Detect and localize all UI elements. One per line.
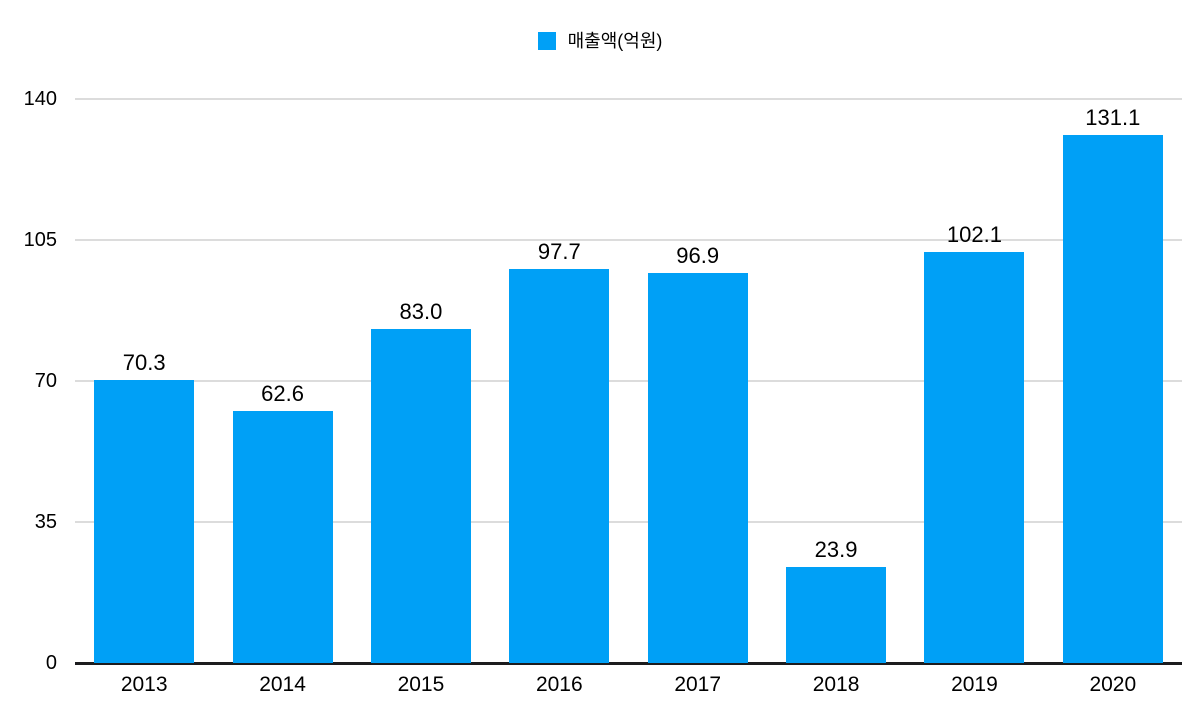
bar-value-label: 70.3 (122, 349, 166, 375)
x-axis-category-label: 2018 (812, 673, 860, 696)
bar-value-label: 131.1 (1085, 104, 1141, 130)
bar-value-label: 83.0 (399, 298, 443, 324)
y-axis-tick-label: 0 (45, 652, 57, 674)
gridline (75, 380, 1182, 382)
chart-legend[interactable]: 매출액(억원) (0, 31, 1200, 51)
y-axis-tick-label: 35 (34, 511, 57, 533)
bar-value-label: 97.7 (537, 239, 581, 265)
bar-2014[interactable] (232, 410, 333, 663)
gridline (75, 239, 1182, 241)
bar-2019[interactable] (924, 251, 1025, 663)
x-axis-category-label: 2013 (120, 673, 168, 696)
bar-value-label: 96.9 (676, 242, 720, 268)
y-axis-tick-label: 70 (34, 370, 57, 392)
gridline (75, 98, 1182, 100)
gridline (75, 521, 1182, 523)
y-axis-tick-label: 105 (23, 229, 57, 251)
legend-swatch-icon (537, 32, 556, 50)
bar-value-label: 23.9 (814, 536, 858, 562)
x-axis-category-label: 2016 (535, 673, 583, 696)
legend-label: 매출액(억원) (567, 31, 663, 51)
x-axis-line (75, 661, 1182, 665)
bar-2020[interactable] (1062, 134, 1163, 663)
bar-2016[interactable] (509, 269, 610, 663)
x-axis-category-label: 2017 (674, 673, 722, 696)
x-axis-category-label: 2015 (397, 673, 445, 696)
plot-area: 0 35 70 105 140 70.3 2013 62.6 2014 83.0 2015 97.7 2… (24, 89, 1182, 696)
x-axis-category-label: 2014 (259, 673, 306, 696)
bar-2015[interactable] (370, 328, 471, 663)
bar-value-label: 102.1 (946, 221, 1002, 247)
bar-2018[interactable] (786, 566, 887, 663)
bar-value-label: 62.6 (261, 380, 304, 406)
y-axis-tick-label: 140 (23, 88, 57, 110)
bar-2017[interactable] (647, 272, 748, 663)
x-axis-category-label: 2019 (951, 673, 998, 696)
bar-2013[interactable] (94, 379, 195, 663)
x-axis-category-label: 2020 (1089, 673, 1137, 696)
